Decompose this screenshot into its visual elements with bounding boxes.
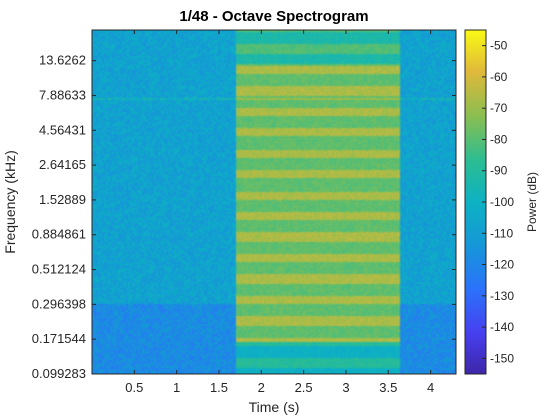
colorbar-tick-label: -80	[490, 132, 508, 146]
y-tick-label: 1.52889	[39, 192, 86, 207]
colorbar-tick-label: -90	[490, 164, 508, 178]
colorbar-tick-label: -140	[490, 320, 514, 334]
plot-frame	[91, 29, 457, 375]
y-tick-label: 0.884861	[32, 227, 86, 242]
colorbar-tick-label: -60	[490, 70, 508, 84]
y-tick-label: 0.296398	[32, 296, 86, 311]
y-tick-label: 13.6262	[39, 53, 86, 68]
heatmap-area	[92, 30, 456, 374]
x-tick-label: 1.5	[210, 380, 228, 395]
x-tick-label: 0.5	[125, 380, 143, 395]
x-tick-label: 2	[258, 380, 265, 395]
x-tick-label: 1	[173, 380, 180, 395]
colorbar-tick-label: -110	[490, 226, 513, 240]
colorbar-tick-label: -50	[490, 39, 508, 53]
colorbar-label: Power (dB)	[525, 172, 539, 232]
y-tick-label: 0.099283	[32, 366, 86, 381]
y-tick-label: 7.88633	[39, 87, 86, 102]
y-tick-label: 0.171544	[32, 331, 86, 346]
colorbar-tick-label: -100	[490, 195, 514, 209]
y-tick-label: 4.56431	[39, 122, 86, 137]
x-tick-label: 3	[342, 380, 349, 395]
x-axis-label: Time (s)	[249, 399, 300, 415]
spectrogram-image	[92, 30, 456, 374]
chart-title: 1/48 - Octave Spectrogram	[179, 8, 369, 25]
colorbar-tick-label: -120	[490, 258, 514, 272]
x-tick-label: 2.5	[295, 380, 313, 395]
colorbar-tick-label: -130	[490, 289, 514, 303]
x-tick-label: 4	[427, 380, 434, 395]
x-tick-label: 3.5	[379, 380, 397, 395]
colorbar-tick-label: -150	[490, 351, 514, 365]
y-axis-label: Frequency (kHz)	[2, 150, 18, 253]
y-tick-label: 2.64165	[39, 157, 86, 172]
y-tick-label: 0.512124	[32, 262, 86, 277]
colorbar-tick-label: -70	[490, 101, 508, 115]
